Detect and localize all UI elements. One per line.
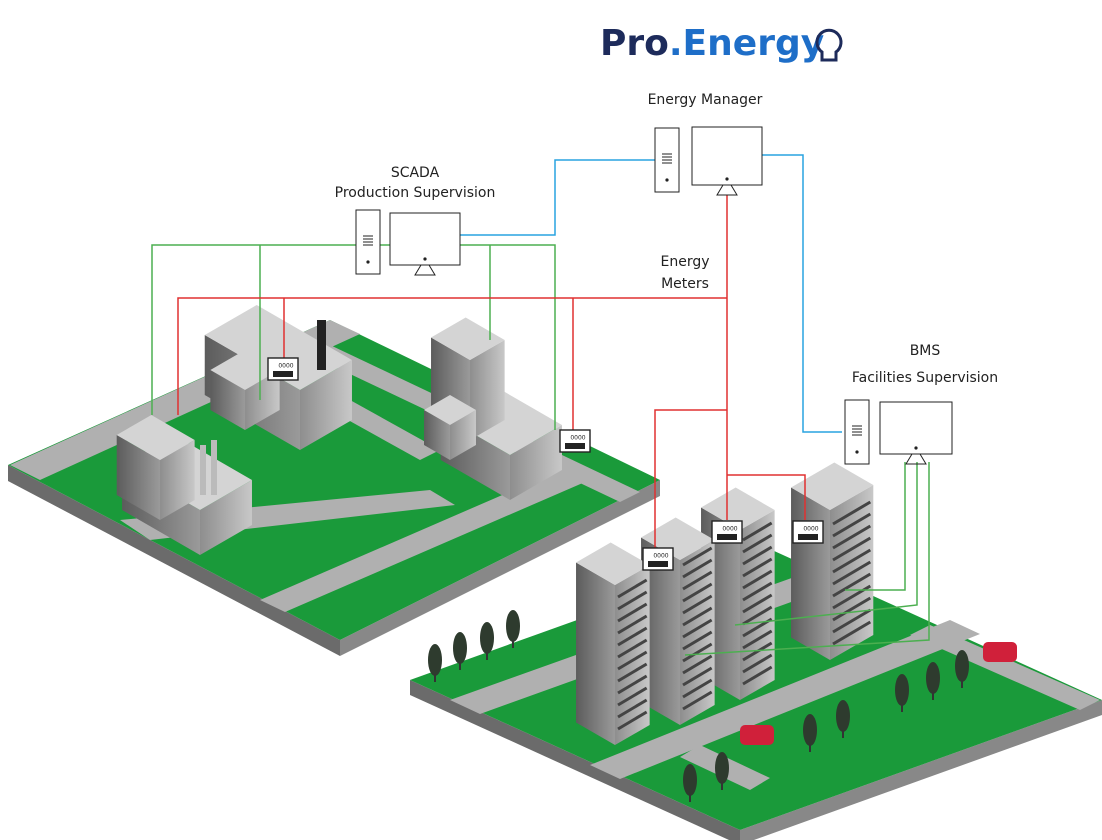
tree — [453, 632, 467, 664]
monitor — [880, 402, 952, 454]
node-label: Meters — [661, 276, 709, 292]
tree — [480, 622, 494, 654]
monitor-stand — [906, 454, 926, 464]
tree — [803, 714, 817, 746]
logo-part: .Energy — [669, 23, 824, 64]
tree — [836, 700, 850, 732]
meter-keys — [798, 534, 818, 540]
node-label: Production Supervision — [335, 185, 496, 201]
logo: Pro.Energy — [600, 23, 841, 64]
meter-keys — [565, 443, 585, 449]
meter-display: 0000 — [653, 553, 668, 560]
meter-keys — [717, 534, 737, 540]
tree — [715, 752, 729, 784]
meter-display: 0000 — [570, 435, 585, 442]
monitor — [390, 213, 460, 265]
bus — [740, 725, 774, 745]
chimney — [211, 440, 217, 495]
wire — [762, 155, 842, 432]
monitor-dot — [725, 177, 728, 180]
building-face — [576, 563, 615, 746]
bus — [983, 642, 1017, 662]
meter-display: 0000 — [278, 363, 293, 370]
node-label: Energy — [660, 254, 709, 270]
meter-keys — [648, 561, 668, 567]
diagram: 0000 0000 0000 0000 0000 Pro.Energy Energy M… — [0, 0, 1102, 840]
meter-keys — [273, 371, 293, 377]
monitor-dot — [423, 257, 426, 260]
monitor-stand — [415, 265, 435, 275]
tree — [926, 662, 940, 694]
tree — [506, 610, 520, 642]
node-label: Energy Manager — [648, 92, 763, 108]
monitor — [692, 127, 762, 185]
logo-text: Pro.Energy — [600, 23, 824, 64]
tree — [683, 764, 697, 796]
monitor-dot — [914, 446, 917, 449]
tower-led — [665, 178, 668, 181]
tree — [428, 644, 442, 676]
tree — [955, 650, 969, 682]
tower-led — [855, 450, 858, 453]
meter-display: 0000 — [722, 526, 737, 533]
monitor-stand — [717, 185, 737, 195]
tree — [895, 674, 909, 706]
logo-part: Pro — [600, 23, 669, 64]
chimney — [317, 320, 326, 370]
chimney — [200, 445, 206, 495]
building-face — [791, 488, 830, 661]
node-label: BMS — [910, 343, 941, 359]
node-label: SCADA — [391, 165, 440, 181]
tower-led — [366, 260, 369, 263]
node-label: Facilities Supervision — [852, 370, 998, 386]
meter-display: 0000 — [803, 526, 818, 533]
